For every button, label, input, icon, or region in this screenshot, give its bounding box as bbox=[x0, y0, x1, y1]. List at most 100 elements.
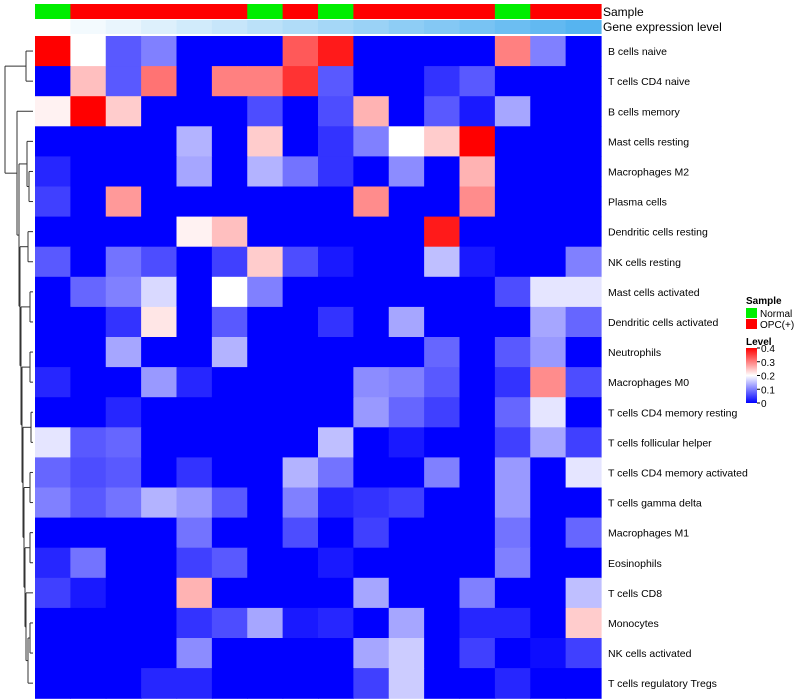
heatmap-cell bbox=[459, 156, 496, 188]
heatmap-cell bbox=[459, 337, 496, 368]
heatmap-cell bbox=[35, 276, 71, 308]
heatmap-cell bbox=[176, 457, 213, 489]
heatmap-cell bbox=[494, 216, 531, 248]
heatmap-cell bbox=[211, 216, 248, 248]
heatmap-cell bbox=[353, 246, 390, 278]
heatmap-cell bbox=[353, 457, 390, 489]
heatmap-cell bbox=[35, 367, 71, 398]
heatmap-cell bbox=[70, 457, 107, 489]
sample-annotation-cell bbox=[176, 4, 213, 19]
legend-label-normal: Normal bbox=[760, 309, 792, 320]
heatmap-cell bbox=[318, 547, 354, 579]
heatmap-cell bbox=[494, 246, 531, 278]
heatmap-cell bbox=[176, 517, 213, 549]
heatmap-cell bbox=[459, 547, 496, 579]
heatmap-cell bbox=[565, 577, 602, 609]
heatmap-cell bbox=[247, 246, 284, 278]
heatmap-cell bbox=[424, 66, 461, 97]
legend-level-tick-label: 0.3 bbox=[761, 358, 775, 369]
heatmap-cells bbox=[35, 36, 602, 699]
heatmap-cell bbox=[353, 577, 390, 609]
heatmap-cell bbox=[70, 216, 107, 248]
heatmap-cell bbox=[353, 66, 390, 97]
heatmap-cell bbox=[247, 517, 284, 549]
legend-level-tick-label: 0.2 bbox=[761, 372, 775, 383]
row-label: T cells CD8 bbox=[608, 588, 662, 600]
sample-annotation-cell bbox=[211, 4, 248, 19]
heatmap-cell bbox=[388, 638, 425, 669]
heatmap-cell bbox=[211, 246, 248, 278]
heatmap-cell bbox=[494, 487, 531, 519]
heatmap-cell bbox=[282, 306, 319, 338]
sample-annotation-bar bbox=[35, 4, 602, 19]
heatmap-cell bbox=[70, 607, 107, 639]
heatmap-cell bbox=[247, 427, 284, 458]
heatmap-cell bbox=[70, 96, 107, 127]
heatmap-cell bbox=[105, 577, 142, 609]
heatmap-cell bbox=[176, 367, 213, 398]
heatmap-cell bbox=[424, 487, 461, 519]
heatmap-cell bbox=[318, 427, 354, 458]
heatmap-cell bbox=[211, 36, 248, 67]
heatmap-cell bbox=[105, 427, 142, 458]
heatmap-cell bbox=[35, 517, 71, 549]
sample-annotation-cell bbox=[353, 4, 390, 19]
heatmap-cell bbox=[282, 186, 319, 218]
heatmap-cell bbox=[211, 96, 248, 127]
sample-annotation-cell bbox=[70, 4, 107, 19]
heatmap-cell bbox=[353, 156, 390, 188]
heatmap-cell bbox=[494, 517, 531, 549]
heatmap-cell bbox=[388, 457, 425, 489]
heatmap-cell bbox=[459, 96, 496, 127]
gene-expression-annotation-cell bbox=[318, 20, 354, 34]
heatmap-cell bbox=[494, 547, 531, 579]
heatmap-cell bbox=[565, 607, 602, 639]
heatmap-cell bbox=[70, 487, 107, 519]
heatmap-cell bbox=[565, 517, 602, 549]
heatmap-cell bbox=[35, 668, 71, 699]
heatmap-cell bbox=[530, 638, 567, 669]
heatmap-cell bbox=[494, 156, 531, 188]
heatmap-cell bbox=[353, 276, 390, 308]
heatmap-cell bbox=[318, 487, 354, 519]
heatmap-cell bbox=[141, 36, 178, 67]
heatmap-cell bbox=[105, 66, 142, 97]
heatmap-cell bbox=[176, 577, 213, 609]
heatmap-cell bbox=[459, 66, 496, 97]
heatmap-cell bbox=[388, 547, 425, 579]
heatmap-cell bbox=[70, 577, 107, 609]
row-label: B cells naive bbox=[608, 46, 667, 58]
heatmap-cell bbox=[459, 668, 496, 699]
gene-expression-annotation-cell bbox=[459, 20, 496, 34]
heatmap-cell bbox=[424, 337, 461, 368]
heatmap-cell bbox=[176, 36, 213, 67]
heatmap-cell bbox=[141, 156, 178, 188]
heatmap-cell bbox=[211, 547, 248, 579]
legend-level-tick-label: 0.1 bbox=[761, 385, 775, 396]
heatmap-cell bbox=[211, 397, 248, 428]
heatmap-cell bbox=[141, 186, 178, 218]
heatmap-cell bbox=[35, 337, 71, 368]
heatmap-cell bbox=[318, 668, 354, 699]
heatmap-cell bbox=[318, 96, 354, 127]
heatmap-cell bbox=[388, 216, 425, 248]
heatmap-cell bbox=[211, 276, 248, 308]
row-label: Neutrophils bbox=[608, 347, 661, 359]
heatmap-cell bbox=[318, 397, 354, 428]
heatmap-cell bbox=[530, 66, 567, 97]
heatmap-cell bbox=[424, 246, 461, 278]
heatmap-cell bbox=[141, 427, 178, 458]
heatmap-cell bbox=[388, 367, 425, 398]
gene-expression-annotation-cell bbox=[494, 20, 531, 34]
heatmap-cell bbox=[247, 126, 284, 157]
row-label: NK cells resting bbox=[608, 257, 681, 269]
heatmap-cell bbox=[282, 487, 319, 519]
heatmap-cell bbox=[35, 66, 71, 97]
heatmap-cell bbox=[494, 577, 531, 609]
gene-expression-annotation-cell bbox=[247, 20, 284, 34]
heatmap-cell bbox=[494, 638, 531, 669]
heatmap-cell bbox=[176, 96, 213, 127]
heatmap-cell bbox=[353, 186, 390, 218]
heatmap-cell bbox=[141, 607, 178, 639]
heatmap-cell bbox=[105, 216, 142, 248]
